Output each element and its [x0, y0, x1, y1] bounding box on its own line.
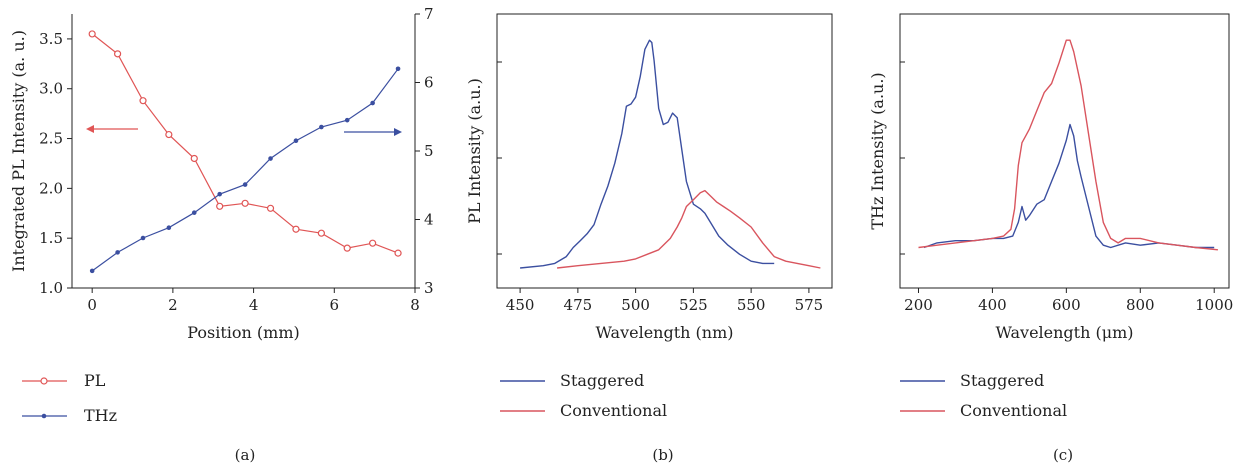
y-tick-label: 1.0	[39, 279, 63, 297]
x-tick-label: 525	[679, 296, 708, 314]
pl-data-point	[190, 154, 198, 163]
x-tick-label: 0	[87, 296, 97, 314]
pl-data-point	[292, 225, 300, 233]
x-tick-label: 575	[795, 296, 824, 314]
y2-tick-label: 4	[424, 211, 434, 229]
legend-pl-label: PL	[84, 371, 106, 390]
pl-data-point	[266, 204, 275, 212]
thz-data-point	[319, 124, 324, 130]
pl-data-point	[343, 244, 351, 252]
thz-data-point	[293, 138, 299, 144]
b-plot-frame	[496, 13, 833, 289]
x-tick-label: 475	[564, 296, 593, 314]
thz-data-point	[191, 210, 197, 215]
thz-series-line	[91, 68, 399, 272]
thz-data-point	[370, 100, 375, 106]
pl-data-point	[394, 249, 402, 257]
x-tick-label: 500	[621, 296, 650, 314]
x-tick-label: 200	[904, 296, 933, 314]
c-plot-frame	[899, 13, 1230, 289]
thz-data-point	[268, 156, 273, 161]
legend-pl-marker	[40, 377, 48, 385]
y-tick-label: 2.5	[39, 130, 63, 148]
pl-data-point	[165, 130, 173, 139]
x-tick-label: 4	[249, 296, 259, 314]
x-tick-label: 450	[506, 296, 535, 314]
b-staggered-line	[520, 39, 775, 269]
x-tick-label: 550	[737, 296, 766, 314]
panel-label-b: (b)	[652, 446, 673, 464]
y2-tick-label: 7	[424, 5, 434, 23]
y-tick-label: 3.5	[39, 30, 63, 48]
y-tick-label: 1.5	[39, 229, 63, 247]
pl-data-point	[369, 239, 377, 247]
thz-data-point	[140, 235, 146, 241]
y-tick-label: 2.0	[39, 179, 63, 197]
b-conventional-line	[557, 189, 821, 269]
x-tick-label: 600	[1052, 296, 1081, 314]
panel-label-c: (c)	[1053, 446, 1073, 464]
panel-label-a: (a)	[235, 446, 256, 464]
legend-thz-label: THz	[84, 406, 117, 425]
x-tick-label: 8	[410, 296, 420, 314]
thz-axis-arrowhead	[394, 128, 402, 136]
thz-data-point	[395, 66, 401, 72]
pl-series-line	[91, 33, 399, 254]
x-tick-label: 1000	[1195, 296, 1233, 314]
x-axis-title: Wavelength (μm)	[995, 323, 1133, 342]
pl-data-point	[88, 30, 96, 38]
pl-data-point	[317, 229, 325, 237]
x-tick-label: 800	[1126, 296, 1155, 314]
pl-axis-arrowhead	[86, 125, 94, 133]
x-axis-title: Wavelength (nm)	[595, 323, 733, 342]
thz-data-point	[217, 191, 222, 197]
y-axis-title: PL Intensity (a.u.)	[465, 78, 484, 224]
y-axis-title: Integrated PL Intensity (a. u.)	[9, 30, 28, 272]
x-tick-label: 400	[978, 296, 1007, 314]
legend-thz-marker	[41, 413, 47, 419]
pl-data-point	[216, 202, 224, 210]
thz-data-point	[115, 250, 120, 255]
pl-data-point	[113, 50, 122, 58]
c-conventional-line	[918, 39, 1218, 251]
y2-tick-label: 6	[424, 74, 434, 92]
y-axis-title: THz Intensity (a.u.)	[868, 72, 887, 229]
c-staggered-line	[923, 123, 1215, 249]
legend-conventional-label: Conventional	[560, 401, 667, 420]
thz-data-point	[89, 268, 95, 274]
y2-tick-label: 3	[424, 279, 434, 297]
thz-data-point	[166, 225, 172, 231]
thz-data-point	[344, 117, 350, 123]
legend-conventional-label: Conventional	[960, 401, 1067, 420]
x-tick-label: 6	[330, 296, 340, 314]
y-tick-label: 3.0	[39, 80, 63, 98]
y2-tick-label: 5	[424, 142, 434, 160]
x-tick-label: 2	[168, 296, 178, 314]
pl-data-point	[139, 97, 147, 105]
thz-data-point	[242, 182, 248, 187]
x-axis-title: Position (mm)	[187, 323, 299, 342]
pl-data-point	[241, 199, 249, 207]
legend-staggered-label: Staggered	[560, 371, 644, 390]
legend-staggered-label: Staggered	[960, 371, 1044, 390]
